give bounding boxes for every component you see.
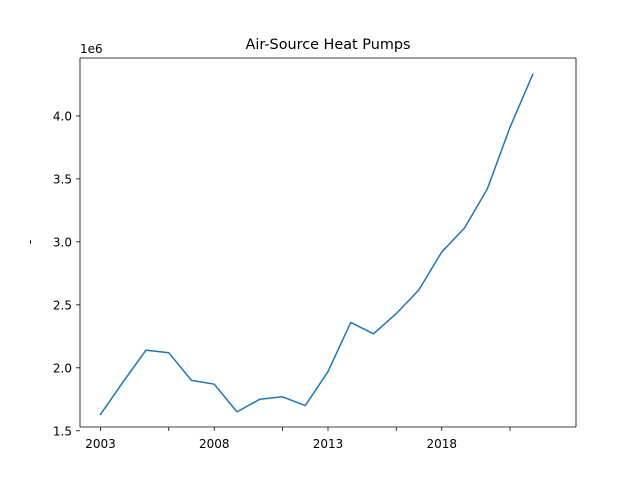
plot-background xyxy=(80,58,576,427)
y-tick-label: 4.0 xyxy=(53,109,72,123)
y-tick-label: 1.5 xyxy=(53,424,72,438)
axes-layer: 2003 2008 2013 2018 1.5 2.0 2.5 3.0 3.5 4.0 xyxy=(53,57,577,451)
y-axis-offset-label: 1e6 xyxy=(80,42,103,56)
y-tick-label: 2.0 xyxy=(53,361,72,375)
plot-area xyxy=(80,58,576,427)
series-line-0 xyxy=(99,73,534,416)
y-tick-label: 3.0 xyxy=(53,235,72,249)
y-axis-label: - xyxy=(23,240,37,244)
series-layer xyxy=(99,73,534,416)
y-tick-label: 3.5 xyxy=(53,172,72,186)
x-tick-label: 2013 xyxy=(313,437,344,451)
y-tick-label: 2.5 xyxy=(53,298,72,312)
x-tick-label: 2018 xyxy=(426,437,457,451)
x-tick-label: 2003 xyxy=(85,437,116,451)
x-tick-label: 2008 xyxy=(199,437,230,451)
chart-title: Air-Source Heat Pumps xyxy=(246,37,411,53)
